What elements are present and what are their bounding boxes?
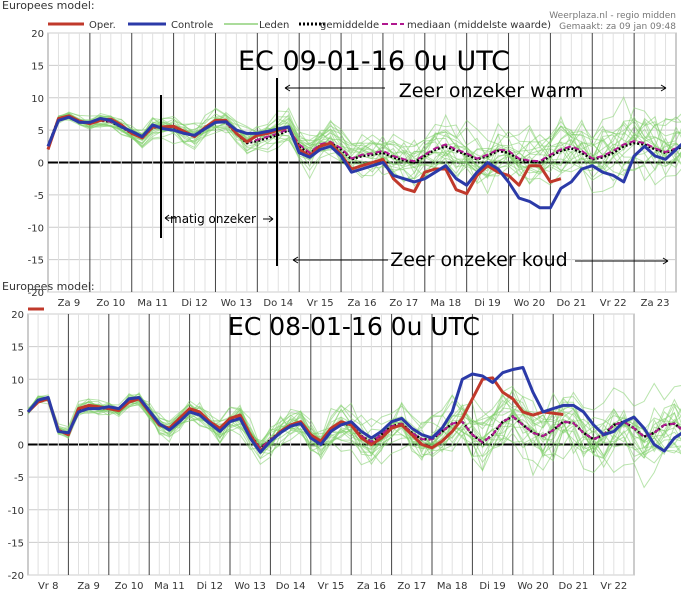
model-label: Europees model: bbox=[2, 0, 95, 12]
member-line bbox=[27, 394, 681, 466]
x-tick-label: Zo 10 bbox=[96, 298, 125, 309]
x-tick-label: Di 12 bbox=[197, 581, 223, 592]
y-tick-label: 5 bbox=[38, 126, 44, 137]
x-tick-label: Zo 17 bbox=[389, 298, 418, 309]
member-line bbox=[47, 113, 681, 180]
y-tick-label: 10 bbox=[31, 94, 44, 105]
x-tick-label: Vr 8 bbox=[38, 581, 59, 592]
legend-label-oper: Oper. bbox=[89, 20, 116, 31]
legend-label-median: mediaan (middelste waarde) bbox=[407, 20, 551, 31]
y-tick-label: 20 bbox=[31, 29, 44, 40]
x-tick-label: Za 9 bbox=[58, 298, 81, 309]
x-tick-label: Za 16 bbox=[357, 581, 386, 592]
series-line-controle bbox=[26, 366, 681, 454]
x-tick-label: Di 19 bbox=[479, 581, 505, 592]
y-tick-label: 10 bbox=[11, 375, 24, 386]
x-tick-label: Vr 15 bbox=[307, 298, 334, 309]
member-line bbox=[27, 390, 681, 457]
member-line bbox=[27, 382, 681, 448]
x-tick-label: Ma 18 bbox=[430, 298, 461, 309]
annotation-matig: matig onzeker bbox=[170, 212, 256, 226]
legend-label-controle: Controle bbox=[171, 20, 213, 31]
y-tick-label: -10 bbox=[28, 223, 44, 234]
y-tick-label: -20 bbox=[28, 288, 44, 299]
y-tick-label: 20 bbox=[11, 310, 24, 321]
x-tick-label: Wo 20 bbox=[514, 298, 545, 309]
arrow-warm-left bbox=[284, 84, 385, 92]
bottom-panel-label: Europees model: bbox=[2, 280, 95, 293]
x-tick-label: Wo 13 bbox=[235, 581, 266, 592]
x-tick-label: Do 14 bbox=[276, 581, 306, 592]
x-tick-label: Do 21 bbox=[556, 298, 586, 309]
arrow-cold-left bbox=[292, 256, 388, 264]
x-tick-label: Za 16 bbox=[348, 298, 377, 309]
x-tick-label: Ma 11 bbox=[137, 298, 168, 309]
x-tick-label: Vr 15 bbox=[318, 581, 345, 592]
y-tick-label: -20 bbox=[8, 571, 24, 582]
x-tick-label: Zo 10 bbox=[115, 581, 144, 592]
x-tick-label: Di 19 bbox=[474, 298, 500, 309]
series-line-controle bbox=[46, 115, 681, 210]
x-tick-label: Di 12 bbox=[181, 298, 207, 309]
x-tick-label: Ma 18 bbox=[437, 581, 468, 592]
annotations-top: EC 09-01-16 0u UTC Zeer onzeker warm Zee… bbox=[160, 46, 669, 271]
arrow-warm-right bbox=[578, 84, 667, 92]
x-tick-label: Do 21 bbox=[559, 581, 589, 592]
panel-top: 20 15 10 5 0 -5 -10 -15 -20 Za 9 Zo 10 Ma 11 Di 12 Wo… bbox=[28, 29, 681, 309]
panel-bottom: 20 15 10 5 0 -5 -10 -15 -20 Vr 8 Za 9 Zo 10 Ma 11 Di … bbox=[8, 310, 681, 592]
legend-label-mean: gemiddelde bbox=[320, 20, 379, 31]
source-label: Weerplaza.nl - regio midden bbox=[549, 11, 676, 21]
x-tick-label: Wo 20 bbox=[517, 581, 548, 592]
made-label: Gemaakt: za 09 jan 09:48 bbox=[559, 22, 676, 32]
x-tick-label: Do 14 bbox=[263, 298, 293, 309]
series-line-oper bbox=[46, 114, 562, 196]
member-line bbox=[27, 397, 681, 459]
arrow-matig-left-head bbox=[164, 214, 170, 222]
member-line bbox=[27, 401, 681, 455]
y-tick-label: -5 bbox=[34, 191, 44, 202]
run-title-bottom: EC 08-01-16 0u UTC bbox=[228, 312, 480, 341]
y-tick-label: 0 bbox=[38, 159, 44, 170]
x-tick-label: Vr 22 bbox=[600, 581, 627, 592]
series-line-oper bbox=[26, 376, 564, 453]
annotation-warm: Zeer onzeker warm bbox=[399, 80, 584, 102]
x-tick-label: Za 9 bbox=[77, 581, 100, 592]
y-tick-label: 0 bbox=[18, 441, 24, 452]
x-tick-label: Zo 17 bbox=[397, 581, 426, 592]
y-tick-label: -15 bbox=[8, 538, 24, 549]
annotation-cold: Zeer onzeker koud bbox=[390, 249, 568, 271]
y-tick-label: -5 bbox=[14, 473, 24, 484]
y-tick-label: 5 bbox=[18, 408, 24, 419]
member-line bbox=[47, 117, 681, 181]
member-line bbox=[47, 114, 681, 181]
legend: Oper. Controle Leden gemiddelde mediaan … bbox=[48, 20, 551, 31]
x-tick-label: Za 23 bbox=[641, 298, 670, 309]
arrow-cold-right bbox=[575, 257, 669, 265]
member-line bbox=[47, 108, 681, 185]
x-tick-label: Wo 13 bbox=[221, 298, 252, 309]
x-tick-label: Ma 11 bbox=[154, 581, 185, 592]
legend-label-leden: Leden bbox=[259, 20, 289, 31]
arrow-matig-right bbox=[263, 215, 274, 223]
x-tick-label: Vr 22 bbox=[600, 298, 627, 309]
y-tick-label: 15 bbox=[31, 61, 44, 72]
y-tick-label: 15 bbox=[11, 343, 24, 354]
member-line bbox=[27, 394, 681, 455]
y-tick-label: -15 bbox=[28, 256, 44, 267]
y-tick-label: -10 bbox=[8, 506, 24, 517]
member-line bbox=[47, 116, 681, 194]
run-title-top: EC 09-01-16 0u UTC bbox=[238, 46, 510, 77]
